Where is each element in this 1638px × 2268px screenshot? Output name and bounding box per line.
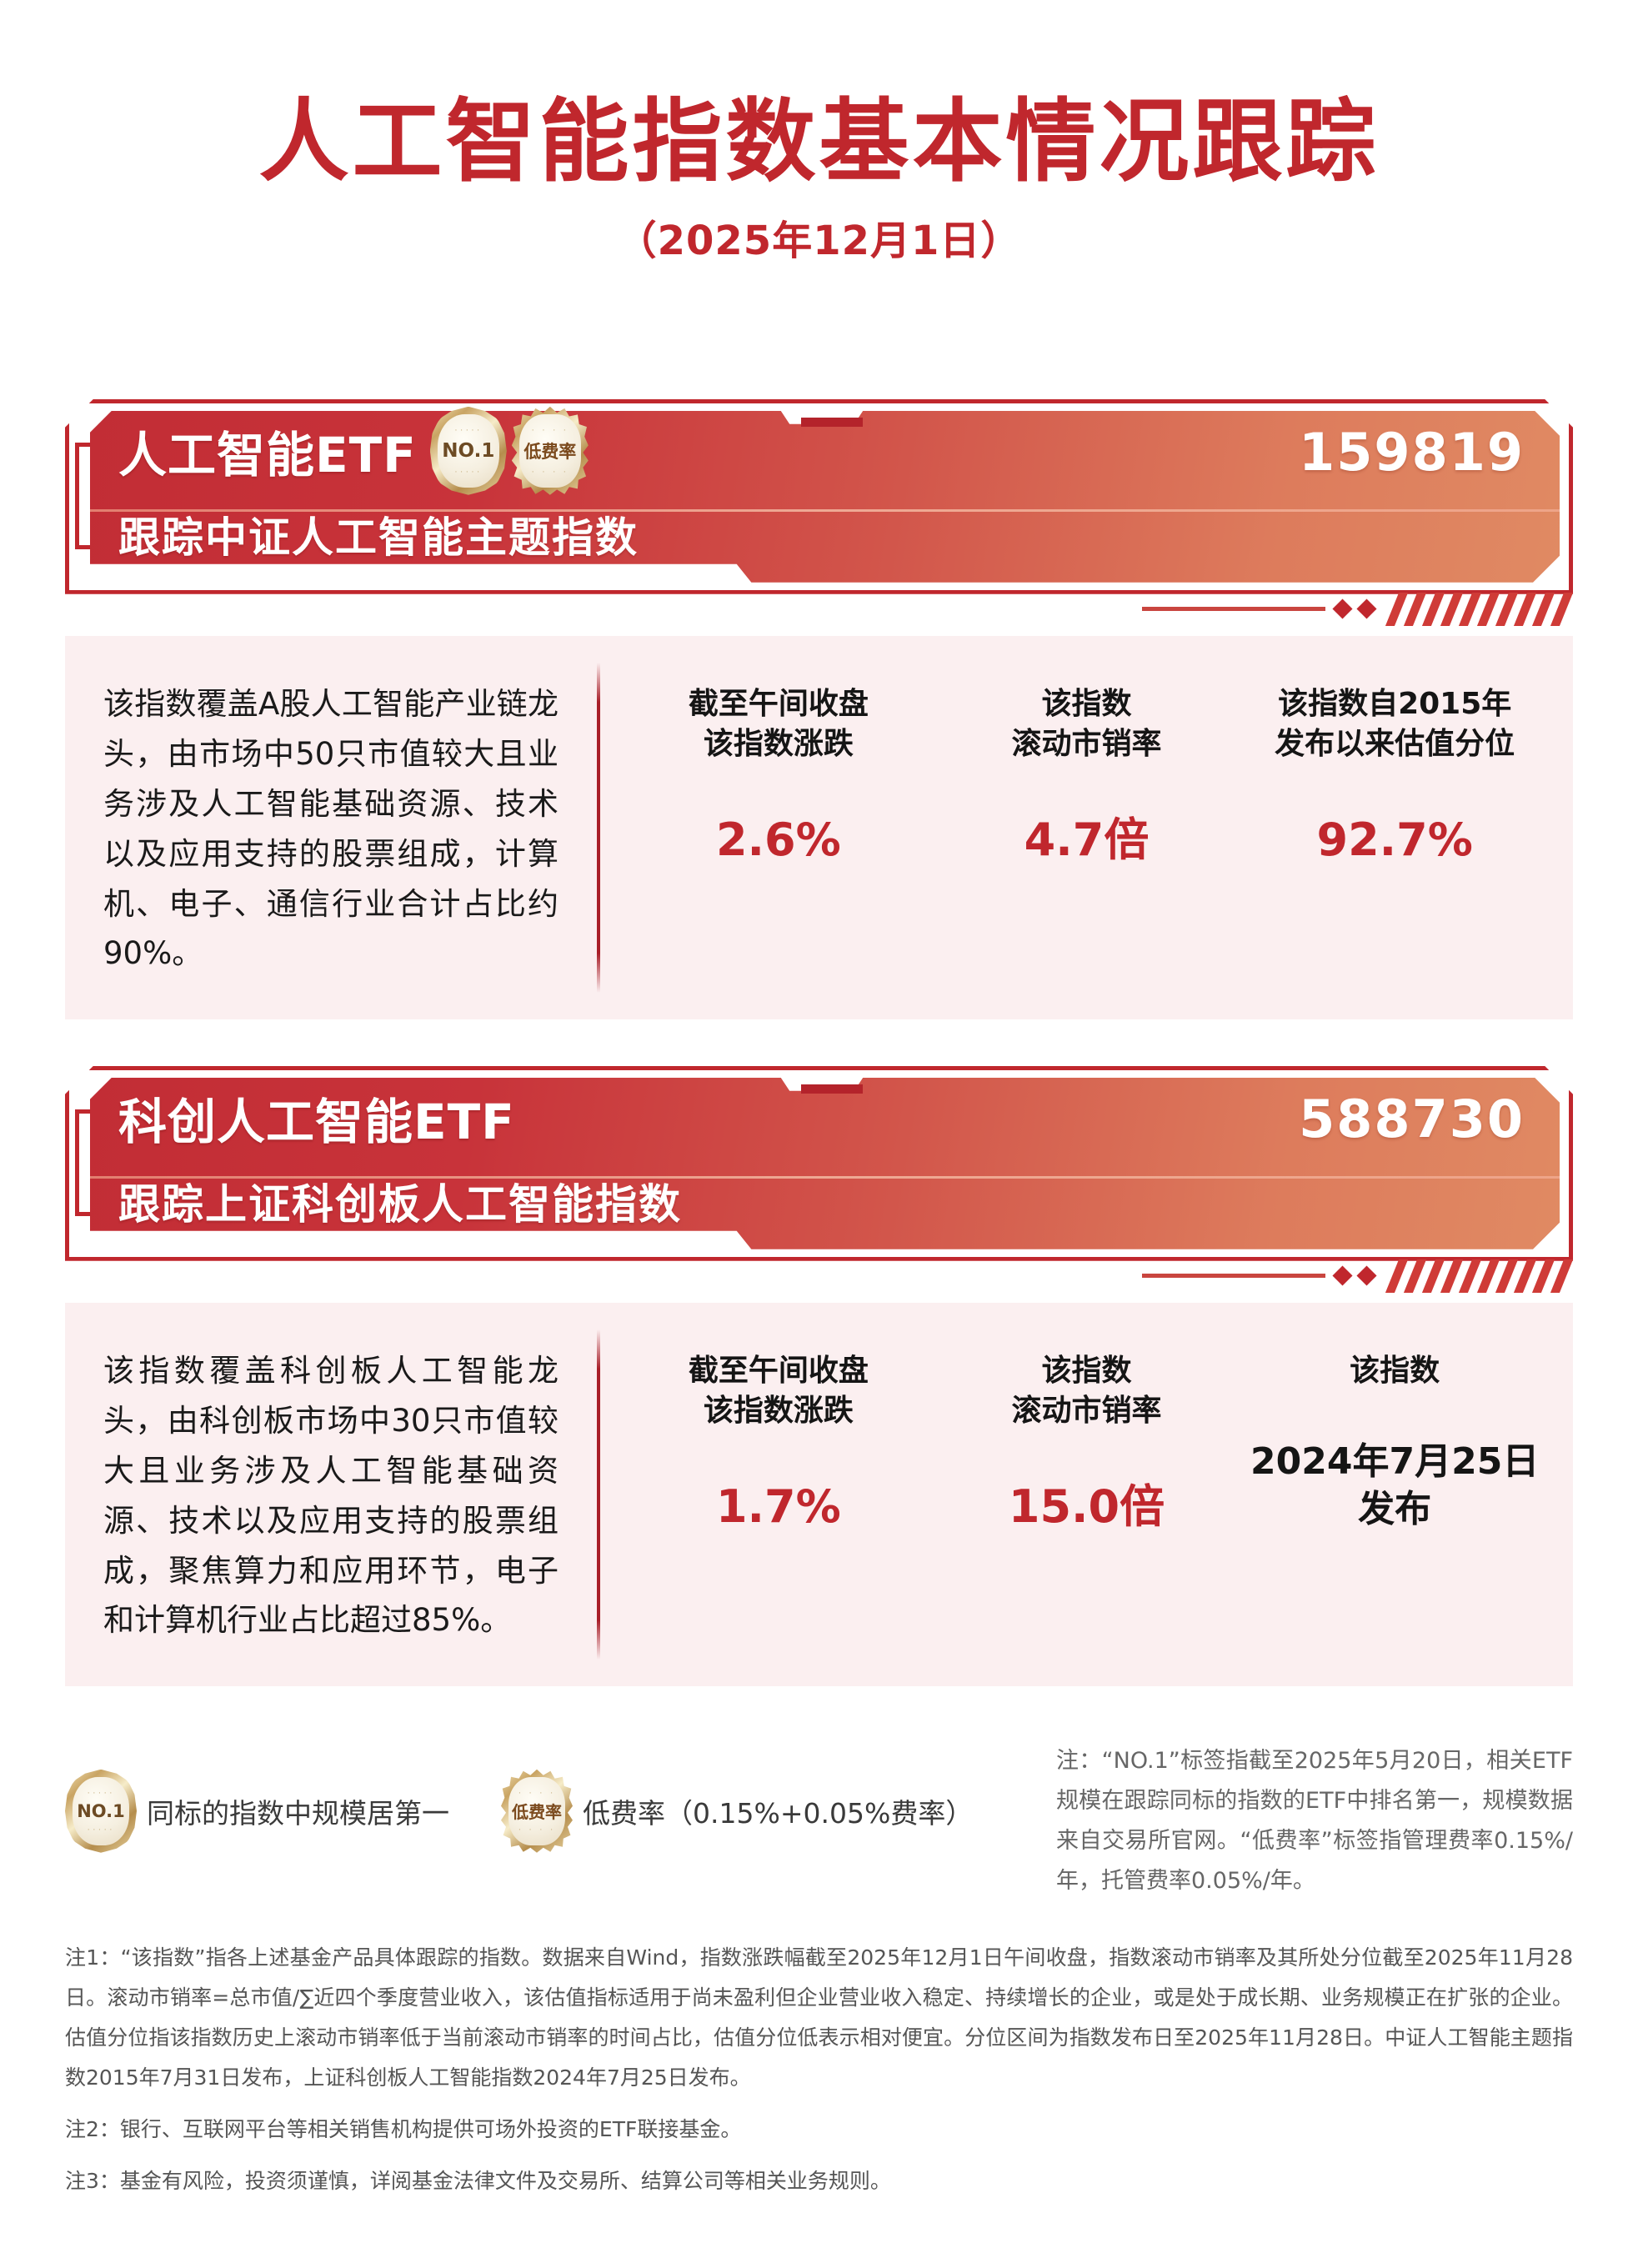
metric-value: 1.7% bbox=[715, 1480, 841, 1534]
legend-item-no1: ····· NO.1 ····· 同标的指数中规模居第一 bbox=[65, 1769, 449, 1853]
metric-label: 该指数 bbox=[1350, 1353, 1440, 1388]
card-2-metrics: 截至午间收盘 该指数涨跌 1.7% 该指数 滚动市销率 15.0倍 该指数 20… bbox=[600, 1303, 1573, 1686]
metric-item: 该指数 滚动市销率 4.7倍 bbox=[937, 684, 1237, 983]
metric-label: 该指数自2015年 发布以来估值分位 bbox=[1275, 686, 1515, 762]
card-2-panel: 该指数覆盖科创板人工智能龙头，由科创板市场中30只市值较大且业务涉及人工智能基础… bbox=[65, 1302, 1573, 1686]
metric-label: 该指数 滚动市销率 bbox=[1011, 686, 1162, 762]
etf-tracking-index: 跟踪上证科创板人工智能指数 bbox=[118, 1179, 682, 1229]
etf-code: 159819 bbox=[1299, 421, 1525, 483]
panel-divider bbox=[597, 1329, 600, 1660]
low-fee-badge-label: 低费率 bbox=[523, 441, 577, 462]
badge-dots-top: ····· bbox=[454, 424, 483, 435]
badge-face bbox=[437, 413, 499, 488]
card-1-banner: 人工智能ETF ····· NO.1 ····· · · · · 低费率 bbox=[80, 399, 1574, 626]
metric-value: 2.6% bbox=[715, 814, 841, 867]
footnotes-section: 注1：“该指数”指各上述基金产品具体跟踪的指数。数据来自Wind，指数涨跌幅截至… bbox=[65, 1938, 1573, 2201]
page-header: 人工智能指数基本情况跟踪 （2025年12月1日） bbox=[0, 0, 1638, 266]
card-2-banner: 科创人工智能ETF 588730 跟踪上证科创板人工智能指数 bbox=[80, 1066, 1574, 1293]
banner-decoration bbox=[1142, 1259, 1574, 1293]
page-title: 人工智能指数基本情况跟踪 bbox=[258, 90, 1380, 194]
etf-code: 588730 bbox=[1299, 1088, 1525, 1149]
legend-items: ····· NO.1 ····· 同标的指数中规模居第一 · · · · 低费率… bbox=[65, 1741, 1056, 1853]
no1-badge-icon: ····· NO.1 ····· bbox=[429, 406, 507, 495]
deco-slashes-icon bbox=[1385, 1259, 1574, 1293]
card-1-title-row: 人工智能ETF ····· NO.1 ····· · · · · 低费率 bbox=[118, 404, 589, 498]
badge-dots-bottom: · · · · bbox=[531, 466, 569, 477]
low-fee-badge-icon: · · · · 低费率 · · · · bbox=[501, 1769, 573, 1853]
deco-diamond-icon bbox=[1356, 1265, 1377, 1286]
no1-badge-icon: ····· NO.1 ····· bbox=[65, 1769, 137, 1853]
legend-label: 同标的指数中规模居第一 bbox=[147, 1796, 449, 1830]
card-2-title-row: 科创人工智能ETF bbox=[118, 1071, 515, 1164]
metric-item: 该指数 2024年7月25日 发布 bbox=[1245, 1351, 1545, 1650]
legend-section: ····· NO.1 ····· 同标的指数中规模居第一 · · · · 低费率… bbox=[65, 1741, 1573, 1901]
banner-notch-dash-icon bbox=[801, 417, 864, 427]
low-fee-badge-icon: · · · · 低费率 · · · · bbox=[511, 406, 589, 495]
footnote-3: 注3：基金有风险，投资须谨慎，详阅基金法律文件及交易所、结算公司等相关业务规则。 bbox=[65, 2168, 891, 2193]
index-description: 该指数覆盖科创板人工智能龙头，由科创板市场中30只市值较大且业务涉及人工智能基础… bbox=[103, 1352, 559, 1639]
deco-slashes-icon bbox=[1385, 592, 1574, 626]
deco-line-icon bbox=[1142, 1274, 1325, 1279]
banner-frame bbox=[65, 399, 1573, 594]
card-1-panel: 该指数覆盖A股人工智能产业链龙头，由市场中50只市值较大且业务涉及人工智能基础资… bbox=[65, 635, 1573, 1019]
badge-dots-bottom: ····· bbox=[454, 466, 483, 477]
banner-inner bbox=[90, 1078, 1560, 1249]
no1-badge-label: NO.1 bbox=[442, 439, 495, 462]
metric-label: 截至午间收盘 该指数涨跌 bbox=[688, 686, 869, 762]
badge-dots-top: · · · · bbox=[531, 424, 569, 435]
legend-item-low-fee: · · · · 低费率 · · · · 低费率（0.15%+0.05%费率） bbox=[501, 1769, 974, 1853]
badge-face bbox=[508, 1776, 565, 1845]
metric-item: 截至午间收盘 该指数涨跌 1.7% bbox=[629, 1351, 929, 1650]
etf-name: 人工智能ETF bbox=[118, 426, 417, 483]
footnote-1: 注1：“该指数”指各上述基金产品具体跟踪的指数。数据来自Wind，指数涨跌幅截至… bbox=[65, 1945, 1573, 2090]
etf-card-1: 人工智能ETF ····· NO.1 ····· · · · · 低费率 bbox=[65, 399, 1574, 1019]
index-description: 该指数覆盖A股人工智能产业链龙头，由市场中50只市值较大且业务涉及人工智能基础资… bbox=[103, 685, 559, 972]
etf-tracking-index: 跟踪中证人工智能主题指数 bbox=[118, 513, 639, 562]
page-subtitle: （2025年12月1日） bbox=[616, 217, 1022, 264]
badge-face bbox=[73, 1776, 129, 1845]
card-1-badges: ····· NO.1 ····· · · · · 低费率 · · · · bbox=[429, 406, 589, 495]
deco-line-icon bbox=[1142, 607, 1325, 612]
panel-divider bbox=[597, 662, 600, 993]
banner-split-line bbox=[90, 1176, 1560, 1179]
metric-item: 该指数 滚动市销率 15.0倍 bbox=[937, 1351, 1237, 1650]
banner-frame bbox=[65, 1066, 1573, 1261]
legend-label: 低费率（0.15%+0.05%费率） bbox=[583, 1796, 974, 1830]
metric-item: 截至午间收盘 该指数涨跌 2.6% bbox=[629, 684, 929, 983]
etf-card-2: 科创人工智能ETF 588730 跟踪上证科创板人工智能指数 该指数覆盖科创板人… bbox=[65, 1066, 1574, 1686]
banner-decoration bbox=[1142, 592, 1574, 626]
card-1-metrics: 截至午间收盘 该指数涨跌 2.6% 该指数 滚动市销率 4.7倍 该指数自201… bbox=[600, 636, 1573, 1019]
banner-inner bbox=[90, 411, 1560, 583]
banner-left-bracket-icon bbox=[75, 1109, 90, 1216]
banner-left-bracket-icon bbox=[75, 442, 90, 549]
badge-dots-top: ····· bbox=[87, 1787, 115, 1798]
no1-badge-label: NO.1 bbox=[77, 1800, 125, 1821]
badge-dots-bottom: ····· bbox=[87, 1824, 115, 1835]
badge-dots-bottom: · · · · bbox=[518, 1824, 556, 1835]
metric-label: 截至午间收盘 该指数涨跌 bbox=[688, 1353, 869, 1429]
metric-value: 4.7倍 bbox=[1024, 814, 1150, 867]
metric-item: 该指数自2015年 发布以来估值分位 92.7% bbox=[1245, 684, 1545, 983]
metric-value: 2024年7月25日 发布 bbox=[1250, 1440, 1540, 1531]
banner-notch-dash-icon bbox=[801, 1084, 864, 1094]
low-fee-badge-label: 低费率 bbox=[512, 1802, 562, 1823]
badge-dots-top: · · · · bbox=[518, 1787, 556, 1798]
metric-label: 该指数 滚动市销率 bbox=[1011, 1353, 1162, 1429]
badge-face bbox=[518, 413, 581, 488]
etf-name: 科创人工智能ETF bbox=[118, 1093, 515, 1150]
deco-diamond-icon bbox=[1332, 598, 1353, 619]
metric-value: 15.0倍 bbox=[1008, 1480, 1165, 1534]
banner-split-line bbox=[90, 509, 1560, 512]
legend-note: 注：“NO.1”标签指截至2025年5月20日，相关ETF规模在跟踪同标的指数的… bbox=[1056, 1747, 1573, 1894]
metric-value: 92.7% bbox=[1316, 814, 1473, 867]
footnote-2: 注2：银行、互联网平台等相关销售机构提供可场外投资的ETF联接基金。 bbox=[65, 2116, 742, 2141]
deco-diamond-icon bbox=[1332, 1265, 1353, 1286]
deco-diamond-icon bbox=[1356, 598, 1377, 619]
